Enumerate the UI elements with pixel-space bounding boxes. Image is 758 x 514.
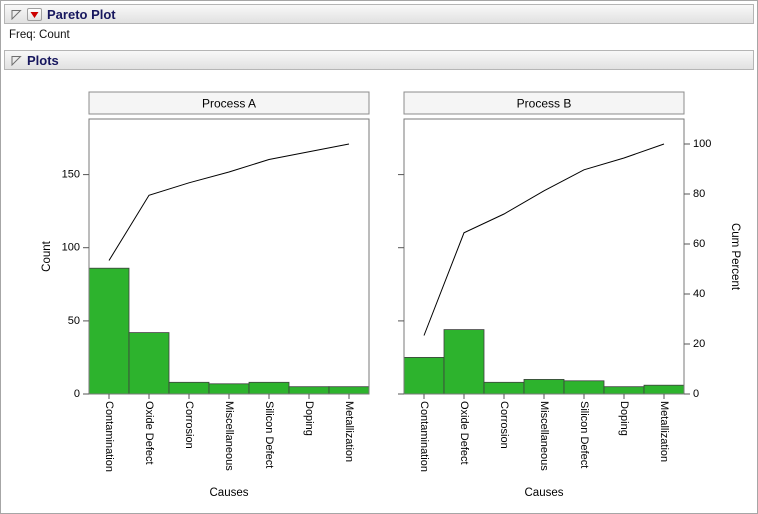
category-tick-label: Oxide Defect bbox=[143, 401, 155, 465]
panel-title-box: Process A bbox=[88, 91, 370, 115]
right-axis-title: Cum Percent bbox=[729, 223, 741, 291]
disclosure-triangle-icon[interactable] bbox=[10, 54, 22, 66]
category-tick-label: Doping bbox=[618, 401, 630, 436]
category-tick-label: Silicon Defect bbox=[578, 401, 590, 468]
percent-tick-label: 100 bbox=[693, 138, 711, 150]
pareto-bar[interactable] bbox=[403, 356, 445, 395]
panel-title: Process B bbox=[517, 97, 572, 111]
category-tick-label: Metallization bbox=[343, 401, 355, 462]
panel-title: Process A bbox=[202, 97, 256, 111]
freq-label: Freq: Count bbox=[9, 29, 70, 41]
plots-section-title: Plots bbox=[27, 52, 59, 68]
plots-canvas: Process A Contamination Oxide Defect Corros… bbox=[1, 70, 757, 513]
x-axis-title: Causes bbox=[525, 487, 564, 499]
pareto-bar[interactable] bbox=[603, 386, 645, 395]
pareto-bar[interactable] bbox=[208, 383, 250, 395]
category-tick-label: Contamination bbox=[418, 401, 430, 472]
percent-tick-label: 0 bbox=[693, 388, 699, 400]
report-title: Pareto Plot bbox=[47, 6, 116, 22]
count-tick-label: 100 bbox=[62, 242, 80, 254]
category-tick-label: Metallization bbox=[658, 401, 670, 462]
pareto-bar[interactable] bbox=[168, 381, 210, 395]
pareto-bar[interactable] bbox=[128, 332, 170, 395]
percent-tick-label: 60 bbox=[693, 238, 705, 250]
count-tick-label: 50 bbox=[68, 315, 80, 327]
category-tick-label: Corrosion bbox=[498, 401, 510, 449]
pareto-bar[interactable] bbox=[643, 384, 685, 395]
pareto-charts: Process A Contamination Oxide Defect Corros… bbox=[1, 70, 757, 513]
category-tick-label: Corrosion bbox=[183, 401, 195, 449]
category-tick-label: Doping bbox=[303, 401, 315, 436]
cumulative-percent-line bbox=[108, 143, 350, 261]
pareto-bar[interactable] bbox=[563, 380, 605, 395]
cumulative-percent-line bbox=[423, 143, 665, 336]
left-axis-title: Count bbox=[41, 240, 53, 271]
pareto-bar[interactable] bbox=[523, 378, 565, 395]
pareto-bar[interactable] bbox=[328, 386, 370, 395]
percent-tick-label: 40 bbox=[693, 288, 705, 300]
count-tick-label: 0 bbox=[74, 388, 80, 400]
pareto-bar[interactable] bbox=[443, 329, 485, 395]
category-tick-label: Oxide Defect bbox=[458, 401, 470, 465]
pareto-bar[interactable] bbox=[483, 381, 525, 395]
red-triangle-menu-icon[interactable] bbox=[27, 7, 42, 21]
category-tick-label: Miscellaneous bbox=[538, 401, 550, 471]
percent-tick-label: 80 bbox=[693, 188, 705, 200]
category-tick-label: Silicon Defect bbox=[263, 401, 275, 468]
pareto-bar[interactable] bbox=[288, 386, 330, 395]
percent-tick-label: 20 bbox=[693, 338, 705, 350]
pareto-bar[interactable] bbox=[88, 267, 130, 395]
disclosure-triangle-icon[interactable] bbox=[10, 8, 22, 20]
panel-title-box: Process B bbox=[403, 91, 685, 115]
count-tick-label: 150 bbox=[62, 169, 80, 181]
category-tick-label: Contamination bbox=[103, 401, 115, 472]
pareto-bar[interactable] bbox=[248, 381, 290, 395]
category-tick-label: Miscellaneous bbox=[223, 401, 235, 471]
pareto-plot-outline-header: Pareto Plot bbox=[4, 4, 754, 24]
x-axis-title: Causes bbox=[210, 487, 249, 499]
plots-outline-header: Plots bbox=[4, 50, 754, 70]
